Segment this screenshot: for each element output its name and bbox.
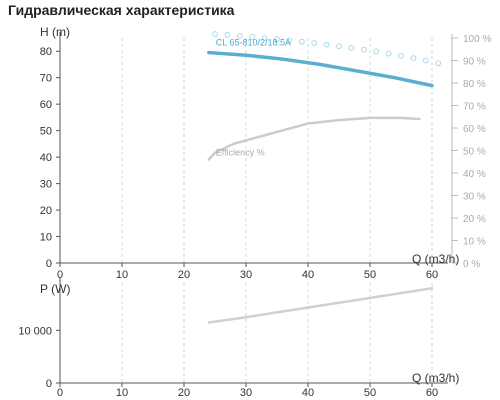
power-y-tick-label: 10 000 (18, 325, 52, 337)
efficiency-curve (207, 116, 421, 161)
head-y2-tick-label: 10 % (463, 237, 486, 248)
head-y-tick-label: 10 (40, 232, 52, 244)
dotted-curve-point (373, 48, 380, 55)
dotted-curve-point (336, 43, 342, 50)
head-curve-label: CL 65-810/2/18.5A (216, 38, 291, 48)
dotted-curve-point (422, 57, 429, 64)
head-y2-tick-label: 30 % (463, 192, 486, 203)
dotted-curve-point (298, 38, 305, 45)
power-x-tick-label: 40 (302, 387, 314, 399)
power-y-tick-label: 0 (46, 378, 52, 390)
dotted-curve-point (311, 40, 318, 46)
power-x-tick-label: 0 (57, 387, 63, 399)
head-y-tick-label: 0 (46, 258, 52, 270)
head-y-tick-label: 30 (40, 179, 52, 191)
dotted-curve-point (274, 36, 280, 42)
dotted-curve-point (224, 31, 231, 38)
power-y-axis-label: P (W) (40, 282, 70, 296)
head-y-tick-label: 50 (40, 126, 52, 138)
power-x-tick-label: 10 (116, 387, 128, 399)
power-x-tick-label: 30 (240, 387, 252, 399)
head-y2-tick-label: 70 % (463, 102, 486, 113)
head-x-tick-label: 40 (302, 269, 314, 281)
dotted-curve-point (236, 32, 243, 39)
head-x-tick-label: 20 (178, 269, 190, 281)
head-y2-tick-label: 60 % (463, 124, 486, 135)
head-y2-tick-label: 80 % (463, 79, 486, 90)
head-x-tick-label: 0 (57, 269, 63, 281)
power-x-tick-label: 20 (178, 387, 190, 399)
head-y-tick-label: 80 (40, 46, 52, 58)
head-x-tick-label: 60 (426, 269, 438, 281)
dotted-curve-point (385, 50, 392, 57)
head-x-axis-label: Q (m3/h) (412, 252, 459, 266)
power-x-tick-label: 50 (364, 387, 376, 399)
head-x-tick-label: 10 (116, 269, 128, 281)
dotted-curve-point (323, 41, 330, 48)
dotted-curve-point (261, 35, 268, 41)
head-y-tick-label: 70 (40, 73, 52, 85)
dotted-curve-point (286, 37, 293, 44)
chart-title: Гидравлическая характеристика (8, 2, 235, 18)
dotted-curve-point (360, 46, 367, 53)
dotted-curve-point (249, 34, 256, 40)
head-y2-tick-label: 0 % (463, 259, 480, 270)
head-y-tick-label: 20 (40, 205, 52, 217)
dotted-curve-point (348, 44, 355, 51)
head-x-tick-label: 30 (240, 269, 252, 281)
dotted-curve-point (435, 60, 442, 67)
head-y2-tick-label: 100 % (463, 34, 491, 45)
head-y-tick-label: 40 (40, 152, 52, 164)
dotted-curve-point (410, 55, 417, 62)
head-y2-tick-label: 40 % (463, 169, 486, 180)
head-y2-tick-label: 20 % (463, 214, 486, 225)
power-x-axis-label: Q (m3/h) (412, 371, 459, 385)
head-curve (207, 50, 434, 88)
head-y-tick-label: 60 (40, 99, 52, 111)
dotted-curve-point (212, 31, 218, 37)
head-x-tick-label: 50 (364, 269, 376, 281)
head-y2-tick-label: 50 % (463, 147, 486, 158)
power-x-tick-label: 60 (426, 387, 438, 399)
efficiency-curve-label: Efficiency % (216, 148, 265, 158)
head-y2-tick-label: 90 % (463, 57, 486, 68)
dotted-curve-point (398, 52, 404, 59)
power-curve (207, 287, 434, 324)
head-y-axis-label: H (m) (40, 25, 70, 39)
